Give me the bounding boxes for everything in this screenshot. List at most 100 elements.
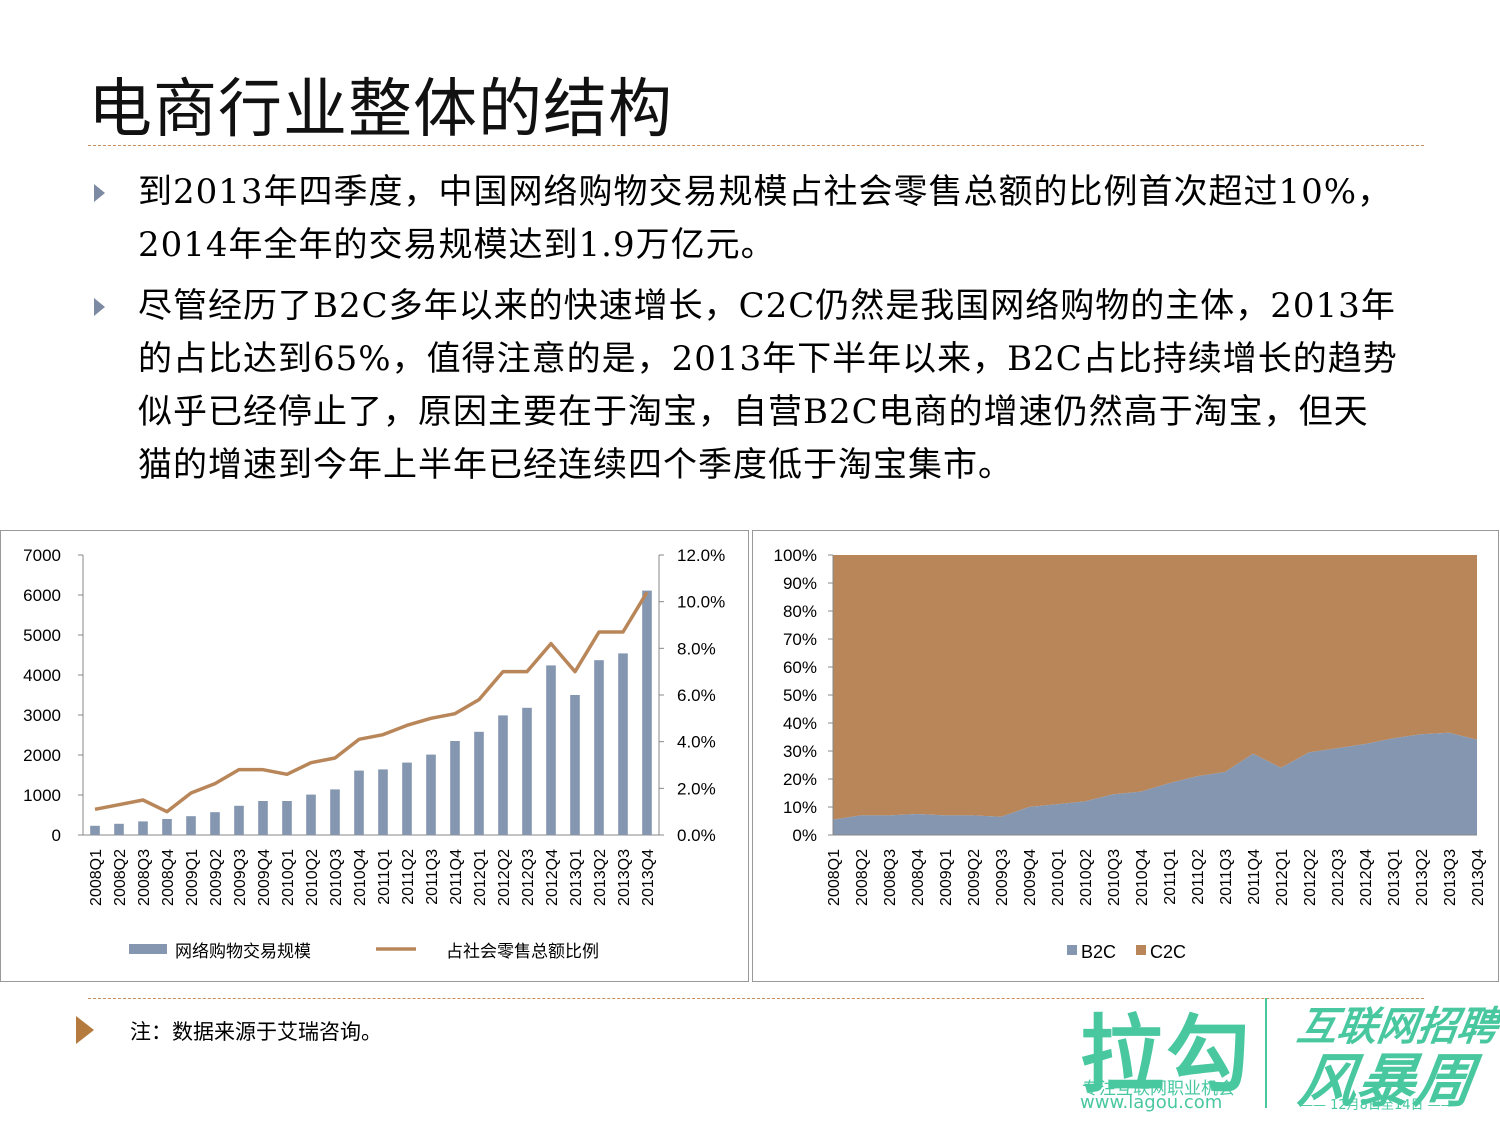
x-tick-label: 2013Q3 xyxy=(616,849,633,906)
bullet-arrow-icon xyxy=(94,298,105,316)
y-tick-label: 40% xyxy=(783,714,817,733)
legend-line-label: 占社会零售总额比例 xyxy=(446,942,599,961)
x-tick-label: 2010Q4 xyxy=(1134,849,1151,906)
logo-url: www.lagou.com xyxy=(1080,1092,1223,1113)
x-tick-label: 2011Q2 xyxy=(1190,849,1207,905)
x-tick-label: 2011Q2 xyxy=(400,849,417,905)
x-tick-label: 2012Q2 xyxy=(1302,849,1319,906)
x-tick-label: 2010Q2 xyxy=(304,849,321,906)
x-tick-label: 2010Q4 xyxy=(352,849,369,906)
x-tick-label: 2013Q2 xyxy=(592,849,609,906)
legend-bar-label: 网络购物交易规模 xyxy=(175,942,311,961)
x-tick-label: 2013Q3 xyxy=(1442,849,1459,906)
legend-b2c-label: B2C xyxy=(1081,942,1116,962)
x-tick-label: 2013Q1 xyxy=(568,849,585,906)
x-tick-label: 2008Q1 xyxy=(88,849,105,906)
x-tick-label: 2013Q4 xyxy=(640,849,657,906)
x-tick-label: 2010Q2 xyxy=(1078,849,1095,906)
lagou-logo: 拉勾 xyxy=(1080,1006,1253,1104)
bullet-text-1: 到2013年四季度，中国网络购物交易规模占社会零售总额的比例首次超过10%，20… xyxy=(138,172,1393,265)
y-tick-label: 70% xyxy=(783,630,817,649)
x-tick-label: 2009Q3 xyxy=(232,849,249,906)
x-tick-label: 2012Q4 xyxy=(1358,849,1375,906)
ratio-line xyxy=(94,591,649,814)
x-tick-label: 2013Q2 xyxy=(1414,849,1431,906)
x-tick-label: 2010Q3 xyxy=(328,849,345,906)
bar xyxy=(234,805,244,835)
bar xyxy=(642,590,652,835)
c2c-area xyxy=(833,555,1477,820)
bullet-arrow-icon xyxy=(94,184,105,202)
left-tick-label: 1000 xyxy=(23,786,61,805)
bar xyxy=(162,819,172,835)
bar xyxy=(306,794,316,835)
chart-right: 0% 10% 20% 30% 40% 50% 60% 70% 80% 90% 100% 2008Q1 2… xyxy=(752,530,1499,982)
logo-tagline: 专注互联网职业机会 xyxy=(1082,1079,1235,1099)
x-tick-label: 2008Q1 xyxy=(826,849,843,906)
right-tick-label: 2.0% xyxy=(677,779,716,798)
x-tick-label: 2011Q3 xyxy=(424,849,441,905)
page-title: 电商行业整体的结构 xyxy=(88,73,673,147)
right-tick-label: 10.0% xyxy=(677,593,725,612)
bar xyxy=(426,754,436,835)
note-arrow-icon xyxy=(76,1016,94,1044)
x-tick-label: 2011Q1 xyxy=(1162,849,1179,905)
bar xyxy=(258,801,268,835)
x-tick-label: 2008Q4 xyxy=(160,849,177,906)
y-tick-label: 30% xyxy=(783,742,817,761)
x-tick-label: 2009Q4 xyxy=(256,849,273,906)
bar xyxy=(90,825,100,835)
bar xyxy=(210,812,220,835)
x-tick-label: 2009Q1 xyxy=(184,849,201,906)
x-tick-label: 2009Q2 xyxy=(966,849,983,906)
x-tick-label: 2012Q1 xyxy=(1274,849,1291,906)
left-tick-label: 4000 xyxy=(23,666,61,685)
x-tick-label: 2011Q1 xyxy=(376,849,393,905)
x-tick-label: 2012Q3 xyxy=(1330,849,1347,906)
logo-divider xyxy=(1265,998,1267,1108)
right-tick-label: 6.0% xyxy=(677,686,716,705)
x-tick-label: 2013Q1 xyxy=(1386,849,1403,906)
left-tick-label: 6000 xyxy=(23,586,61,605)
bar xyxy=(474,731,484,835)
x-tick-label: 2012Q4 xyxy=(544,849,561,906)
source-note: 注：数据来源于艾瑞咨询。 xyxy=(130,1020,382,1044)
left-tick-label: 0 xyxy=(52,826,61,845)
event-date: —— 12月8日至14日 —— xyxy=(1300,1098,1454,1113)
x-tick-label: 2008Q2 xyxy=(854,849,871,906)
x-tick-label: 2009Q4 xyxy=(1022,849,1039,906)
x-tick-label: 2012Q3 xyxy=(520,849,537,906)
bar xyxy=(546,665,556,835)
right-tick-label: 4.0% xyxy=(677,733,716,752)
y-tick-label: 80% xyxy=(783,602,817,621)
bar xyxy=(378,769,388,835)
right-tick-label: 12.0% xyxy=(677,546,725,565)
x-tick-label: 2011Q4 xyxy=(1246,849,1263,905)
volume-ratio-chart: 0 1000 2000 3000 4000 5000 6000 7000 0.0% 2.0% 4.0… xyxy=(23,546,725,961)
left-tick-label: 7000 xyxy=(23,546,61,565)
y-tick-label: 10% xyxy=(783,798,817,817)
y-tick-label: 20% xyxy=(783,770,817,789)
bar xyxy=(282,801,292,835)
bar xyxy=(450,741,460,835)
x-tick-label: 2010Q1 xyxy=(280,849,297,906)
y-tick-label: 0% xyxy=(792,826,817,845)
x-tick-label: 2008Q3 xyxy=(882,849,899,906)
b2c-area xyxy=(833,732,1477,835)
x-tick-label: 2011Q4 xyxy=(448,849,465,905)
footer-divider xyxy=(88,998,1424,999)
x-tick-label: 2009Q1 xyxy=(938,849,955,906)
bar xyxy=(570,695,580,835)
x-tick-label: 2009Q3 xyxy=(994,849,1011,906)
x-tick-label: 2011Q3 xyxy=(1218,849,1235,905)
b2c-c2c-share-chart: 0% 10% 20% 30% 40% 50% 60% 70% 80% 90% 100% 2008Q1 2… xyxy=(774,546,1487,962)
legend-c2c-swatch xyxy=(1136,945,1146,955)
x-tick-label: 2009Q2 xyxy=(208,849,225,906)
x-tick-label: 2008Q2 xyxy=(112,849,129,906)
y-tick-label: 100% xyxy=(774,546,817,565)
x-tick-label: 2008Q4 xyxy=(910,849,927,906)
bar xyxy=(522,707,532,835)
bar xyxy=(402,762,412,835)
chart-left: 0 1000 2000 3000 4000 5000 6000 7000 0.0% 2.0% 4.0… xyxy=(0,530,749,982)
legend-c2c-label: C2C xyxy=(1150,942,1186,962)
